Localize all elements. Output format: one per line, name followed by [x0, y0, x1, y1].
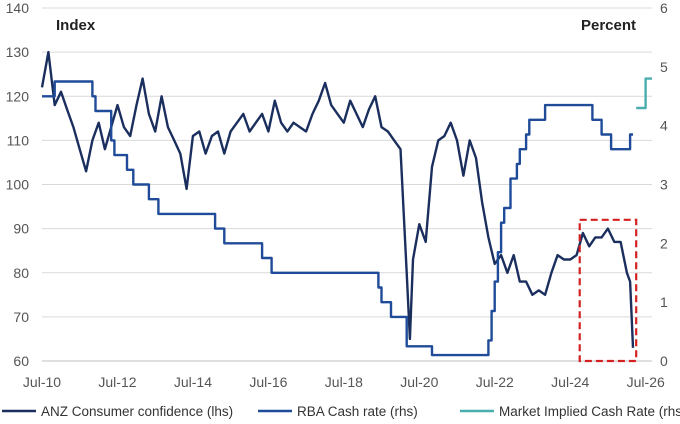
right-tick-label: 2: [660, 235, 668, 251]
right-tick-label: 4: [660, 118, 668, 134]
legend: ANZ Consumer confidence (lhs) RBA Cash ra…: [2, 404, 680, 419]
left-tick-label: 60: [13, 353, 29, 369]
left-tick-label: 100: [6, 177, 30, 193]
x-tick-label: Jul-18: [325, 374, 363, 390]
left-tick-label: 140: [6, 0, 30, 16]
left-axis-unit-label: Index: [56, 17, 96, 34]
series-line-1: [42, 80, 633, 357]
left-tick-label: 130: [6, 44, 30, 60]
x-tick-label: Jul-12: [98, 374, 136, 390]
x-tick-label: Jul-20: [400, 374, 438, 390]
left-tick-label: 80: [13, 265, 29, 281]
left-tick-label: 120: [6, 88, 30, 104]
series-line-0: [40, 50, 635, 348]
legend-label-1: RBA Cash rate (rhs): [297, 404, 418, 419]
highlight-box: [578, 218, 638, 363]
right-tick-label: 6: [660, 0, 668, 16]
left-tick-label: 90: [13, 221, 29, 237]
legend-label-0: ANZ Consumer confidence (lhs): [41, 404, 233, 419]
x-tick-label: Jul-16: [249, 374, 287, 390]
x-axis-ticks: Jul-10 Jul-12 Jul-14 Jul-16 Jul-18 Jul-20 Jul-…: [23, 374, 665, 390]
right-tick-label: 0: [660, 353, 668, 369]
right-tick-label: 1: [660, 294, 668, 310]
right-axis-ticks: 0 1 2 3 4 5 6: [660, 0, 668, 369]
series-lines: [40, 50, 652, 357]
left-tick-label: 110: [7, 132, 30, 148]
x-tick-label: Jul-26: [627, 374, 665, 390]
x-tick-label: Jul-14: [174, 374, 212, 390]
x-tick-label: Jul-24: [551, 374, 589, 390]
left-tick-label: 70: [13, 309, 29, 325]
legend-label-2: Market Implied Cash Rate (rhs): [499, 404, 680, 419]
right-tick-label: 5: [660, 59, 668, 75]
x-tick-label: Jul-10: [23, 374, 61, 390]
x-tick-label: Jul-22: [476, 374, 514, 390]
right-tick-label: 3: [660, 177, 668, 193]
gridlines: [42, 7, 652, 362]
left-axis-ticks: 60 70 80 90 100 110 120 130 140: [6, 0, 30, 369]
series-line-2: [636, 77, 652, 110]
right-axis-unit-label: Percent: [581, 17, 636, 34]
